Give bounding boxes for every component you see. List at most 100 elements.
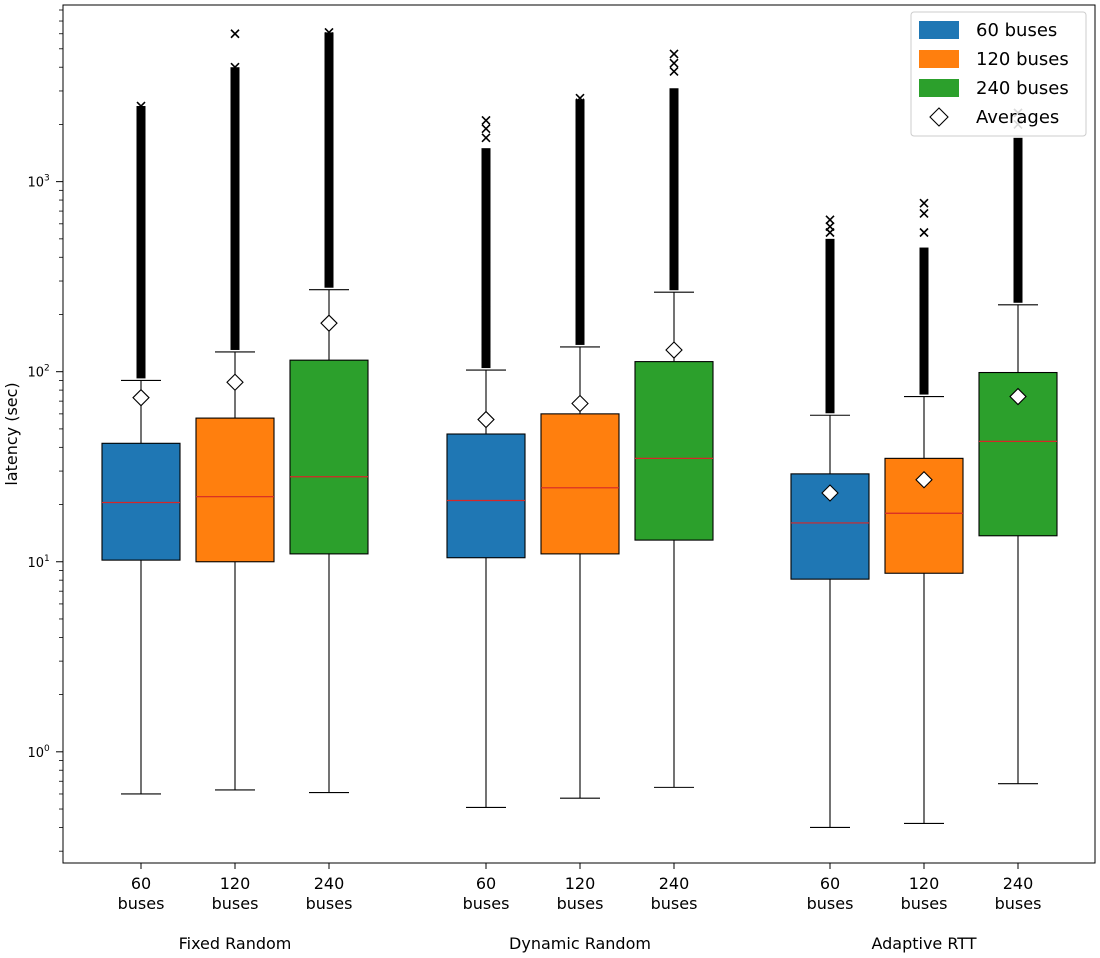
y-tick-label: 10 3 <box>27 174 49 191</box>
box <box>101 101 181 795</box>
outlier-marker <box>230 62 240 72</box>
outlier-marker <box>324 31 334 42</box>
x-tick-unit: buses <box>306 894 353 913</box>
outlier-marker <box>481 343 491 353</box>
box <box>195 29 275 791</box>
outlier-marker <box>230 261 240 272</box>
y-tick-label: 10 0 <box>27 744 50 761</box>
y-tick-exponent: 0 <box>44 744 50 754</box>
plot-content <box>101 27 1058 828</box>
averages <box>132 314 1027 502</box>
y-tick-label: 10 2 <box>27 364 49 381</box>
legend-swatch <box>919 79 959 97</box>
outlier-marker <box>481 298 491 309</box>
outlier-marker <box>136 128 146 139</box>
outlier-marker <box>481 115 491 125</box>
average-marker <box>1009 387 1027 406</box>
outlier-marker <box>324 105 334 115</box>
group-label: Fixed Random <box>179 934 292 953</box>
outlier-marker <box>825 215 835 225</box>
outlier-marker <box>575 119 585 129</box>
outlier-marker <box>825 287 835 297</box>
outlier-marker <box>230 318 240 329</box>
y-axis-label: latency (sec) <box>2 382 21 485</box>
outlier-marker <box>136 348 146 358</box>
outlier-marker <box>825 357 835 367</box>
outlier-marker <box>575 218 585 228</box>
outlier-marker <box>230 205 240 215</box>
outlier-marker <box>136 293 146 303</box>
outlier-marker <box>575 169 585 179</box>
outlier-marker <box>230 91 240 101</box>
outlier-marker <box>919 198 929 208</box>
outlier-marker <box>919 377 929 387</box>
outlier-marker <box>1013 283 1023 293</box>
y-tick-base: 10 <box>27 746 44 761</box>
outlier-marker <box>825 222 835 232</box>
outlier-marker <box>324 259 334 269</box>
outlier-marker <box>575 268 585 278</box>
average-marker <box>320 314 338 332</box>
x-tick-unit: buses <box>212 894 259 913</box>
box <box>289 27 369 794</box>
iqr-box <box>289 359 369 555</box>
outlier-marker <box>669 58 679 68</box>
x-tick-unit: buses <box>807 894 854 913</box>
x-tick-unit: buses <box>995 894 1042 913</box>
x-tick-number: 240 <box>659 874 690 893</box>
legend-item: 240 buses <box>919 78 1069 99</box>
legend-frame <box>910 11 1087 137</box>
legend-item: 60 buses <box>919 20 1057 41</box>
iqr-box <box>634 361 714 541</box>
outlier-marker <box>1013 250 1023 260</box>
box <box>540 93 620 799</box>
outlier-marker <box>825 393 835 403</box>
outlier-marker <box>136 183 146 193</box>
outlier-marker <box>669 226 679 236</box>
legend-item: 120 buses <box>919 49 1069 70</box>
x-tick-number: 60 <box>131 874 151 893</box>
outlier-marker <box>324 156 334 166</box>
box <box>634 49 714 788</box>
outlier-marker <box>919 287 929 297</box>
outlier-marker <box>324 53 334 63</box>
x-tick-unit: buses <box>118 894 165 913</box>
y-tick-base: 10 <box>27 176 44 191</box>
outlier-marker <box>136 238 146 248</box>
y-tick-exponent: 2 <box>44 364 50 374</box>
y-tick-exponent: 1 <box>44 554 50 564</box>
x-tick-number: 120 <box>220 874 251 893</box>
box-group <box>446 49 714 808</box>
iqr-box <box>195 417 275 563</box>
iqr-box <box>446 433 526 559</box>
y-tick-exponent: 3 <box>44 174 50 184</box>
outlier-marker <box>825 322 835 332</box>
average-marker <box>821 484 839 502</box>
outlier-marker <box>1013 216 1023 226</box>
x-tick-number: 120 <box>909 874 940 893</box>
average-marker <box>915 470 933 489</box>
outlier-marker <box>481 133 491 143</box>
outlier-marker <box>669 144 679 155</box>
legend-label: 120 buses <box>976 49 1069 70</box>
outlier-marker <box>324 207 334 218</box>
x-tick-unit: buses <box>557 894 604 913</box>
average-marker <box>665 341 683 359</box>
outlier-marker <box>1013 149 1023 160</box>
x-tick-unit: buses <box>901 894 948 913</box>
legend-label: 240 buses <box>976 78 1069 99</box>
outlier-marker <box>919 317 929 327</box>
outlier-marker <box>575 317 585 327</box>
outlier-marker <box>136 101 146 111</box>
legend: 60 buses 120 buses 240 buses Averages <box>910 11 1087 137</box>
legend-diamond-icon <box>929 107 949 127</box>
